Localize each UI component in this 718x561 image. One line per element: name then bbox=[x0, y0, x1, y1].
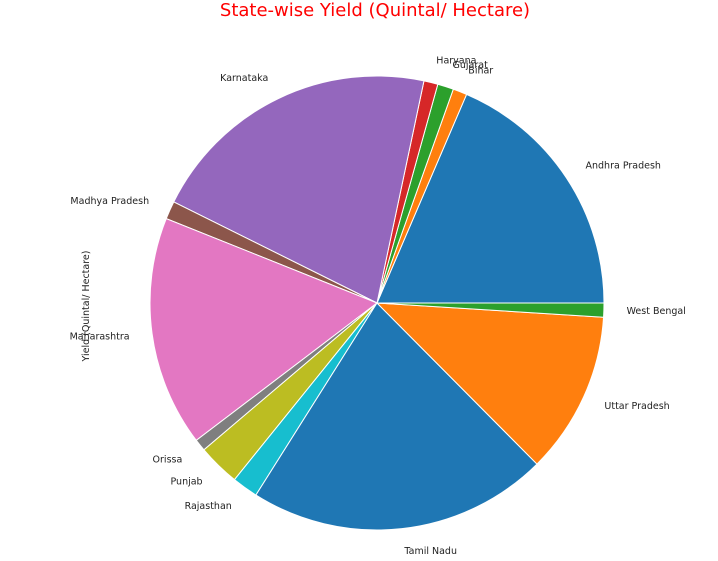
pie-slice-tamil-nadu bbox=[255, 302, 538, 531]
slice-label: Haryana bbox=[436, 55, 476, 66]
pie-slice-west-bengal bbox=[376, 302, 605, 318]
slice-label: Gujarat bbox=[453, 60, 489, 71]
y-axis-label: Yield (Quintal/ Hectare) bbox=[81, 251, 92, 363]
slice-label: Orissa bbox=[153, 454, 183, 465]
slice-label: Maharashtra bbox=[70, 332, 130, 343]
pie-slice-karnataka bbox=[173, 75, 425, 304]
slice-label: Madhya Pradesh bbox=[70, 196, 149, 207]
slice-label: Punjab bbox=[170, 477, 202, 488]
slice-label: Bihar bbox=[468, 66, 493, 77]
slice-label: Karnataka bbox=[220, 73, 268, 84]
pie-slice-andhra-pradesh bbox=[376, 93, 605, 304]
slice-label: West Bengal bbox=[627, 306, 686, 317]
pie-slice-maharashtra bbox=[149, 217, 379, 442]
chart-title: State-wise Yield (Quintal/ Hectare) bbox=[220, 0, 530, 21]
slice-label: Andhra Pradesh bbox=[586, 161, 661, 172]
pie-slice-uttar-pradesh bbox=[375, 302, 605, 465]
slice-label: Uttar Pradesh bbox=[604, 401, 669, 412]
slice-label: Rajasthan bbox=[185, 501, 232, 512]
slice-label: Tamil Nadu bbox=[403, 546, 457, 557]
pie-slices bbox=[149, 75, 605, 531]
